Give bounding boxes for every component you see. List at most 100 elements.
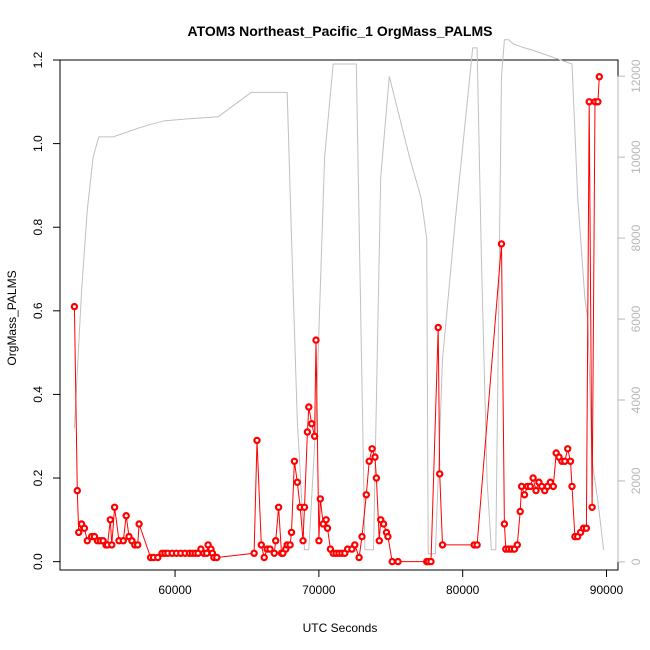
- data-point: [588, 503, 596, 511]
- data-point: [290, 457, 299, 465]
- data-point: [500, 520, 509, 528]
- y-tick-label: 1.2: [31, 51, 45, 68]
- data-point: [257, 541, 265, 549]
- data-point: [293, 478, 301, 486]
- y2-tick-label: 0: [629, 558, 643, 565]
- data-point: [70, 302, 79, 311]
- data-point: [299, 537, 307, 545]
- data-point: [310, 432, 319, 440]
- data-point: [266, 545, 274, 553]
- data-point: [497, 240, 506, 248]
- y-tick-label: 0.8: [31, 219, 45, 236]
- y2-tick-label: 6000: [629, 305, 643, 332]
- data-point: [365, 457, 373, 465]
- data-point: [561, 457, 569, 465]
- data-point: [582, 524, 591, 532]
- data-point: [322, 516, 330, 524]
- data-point: [379, 520, 388, 528]
- data-point: [585, 98, 593, 106]
- x-axis: 60000 70000 80000 90000: [158, 569, 624, 597]
- data-point: [436, 470, 444, 478]
- data-point: [119, 537, 128, 545]
- data-point: [287, 528, 296, 537]
- data-point: [438, 541, 447, 549]
- data-point: [213, 553, 221, 562]
- y-tick-label: 0.2: [31, 469, 45, 486]
- data-point: [300, 503, 309, 511]
- y2-tick-label: 12000: [629, 59, 643, 93]
- data-point: [312, 336, 320, 344]
- y-tick-label: 0.0: [31, 553, 45, 570]
- data-point: [549, 482, 558, 491]
- data-point: [315, 537, 323, 545]
- data-point: [434, 323, 442, 332]
- data-point: [568, 482, 576, 491]
- data-point: [513, 541, 522, 549]
- chart-title: ATOM3 Northeast_Pacific_1 OrgMass_PALMS: [188, 23, 493, 39]
- data-point: [371, 453, 379, 461]
- data-point: [253, 436, 261, 445]
- data-point: [323, 524, 332, 532]
- x-axis-label: UTC Seconds: [303, 621, 378, 635]
- data-point: [375, 537, 383, 545]
- data-point: [529, 474, 537, 482]
- data-point: [133, 541, 142, 549]
- data-point: [595, 72, 604, 81]
- data-point: [358, 532, 366, 541]
- y2-tick-label: 8000: [629, 224, 643, 251]
- x-tick-label: 90000: [590, 583, 624, 597]
- data-point: [74, 528, 83, 537]
- y-tick-label: 0.4: [31, 386, 45, 403]
- data-point: [316, 495, 324, 503]
- data-point: [351, 541, 359, 549]
- secondary-series: [73, 39, 605, 555]
- data-point: [270, 549, 278, 558]
- data-point: [473, 541, 481, 549]
- y2-tick-label: 10000: [629, 140, 643, 174]
- data-point: [135, 520, 143, 528]
- data-point: [110, 503, 119, 511]
- data-point: [272, 537, 280, 545]
- data-point: [305, 403, 313, 411]
- data-point: [427, 557, 435, 566]
- data-point: [122, 512, 130, 520]
- data-point: [154, 553, 162, 562]
- primary-series: [70, 72, 604, 566]
- data-point: [286, 541, 294, 549]
- y-axis-right: 0 2000 4000 6000 8000 10000 12000: [617, 59, 643, 565]
- data-point: [274, 503, 283, 511]
- data-point: [388, 557, 396, 566]
- x-tick-label: 80000: [446, 583, 480, 597]
- data-point: [303, 428, 312, 436]
- data-point: [384, 532, 392, 541]
- y-axis-left: 0.0 0.2 0.4 0.6 0.8 1.0 1.2: [31, 51, 61, 570]
- data-point: [83, 537, 92, 545]
- data-point: [394, 557, 402, 566]
- data-point: [250, 549, 258, 558]
- data-point: [73, 486, 82, 495]
- y-tick-label: 0.6: [31, 302, 45, 319]
- x-tick-label: 60000: [158, 583, 192, 597]
- y2-tick-label: 4000: [629, 386, 643, 413]
- data-point: [520, 491, 529, 499]
- data-point: [594, 98, 602, 106]
- data-point: [80, 524, 89, 532]
- data-point: [108, 541, 116, 549]
- data-point: [362, 491, 370, 499]
- data-point: [372, 474, 381, 482]
- data-point: [526, 482, 535, 491]
- y-tick-label: 1.0: [31, 135, 45, 152]
- data-point: [566, 457, 575, 465]
- data-point: [564, 445, 572, 453]
- data-point: [308, 420, 316, 428]
- y-axis-label: OrgMass_PALMS: [5, 270, 19, 365]
- data-point: [106, 516, 115, 524]
- data-point: [516, 507, 524, 516]
- data-point: [355, 553, 363, 562]
- y2-tick-label: 2000: [629, 467, 643, 494]
- data-point: [532, 486, 540, 495]
- data-point: [517, 482, 526, 491]
- x-tick-label: 70000: [302, 583, 336, 597]
